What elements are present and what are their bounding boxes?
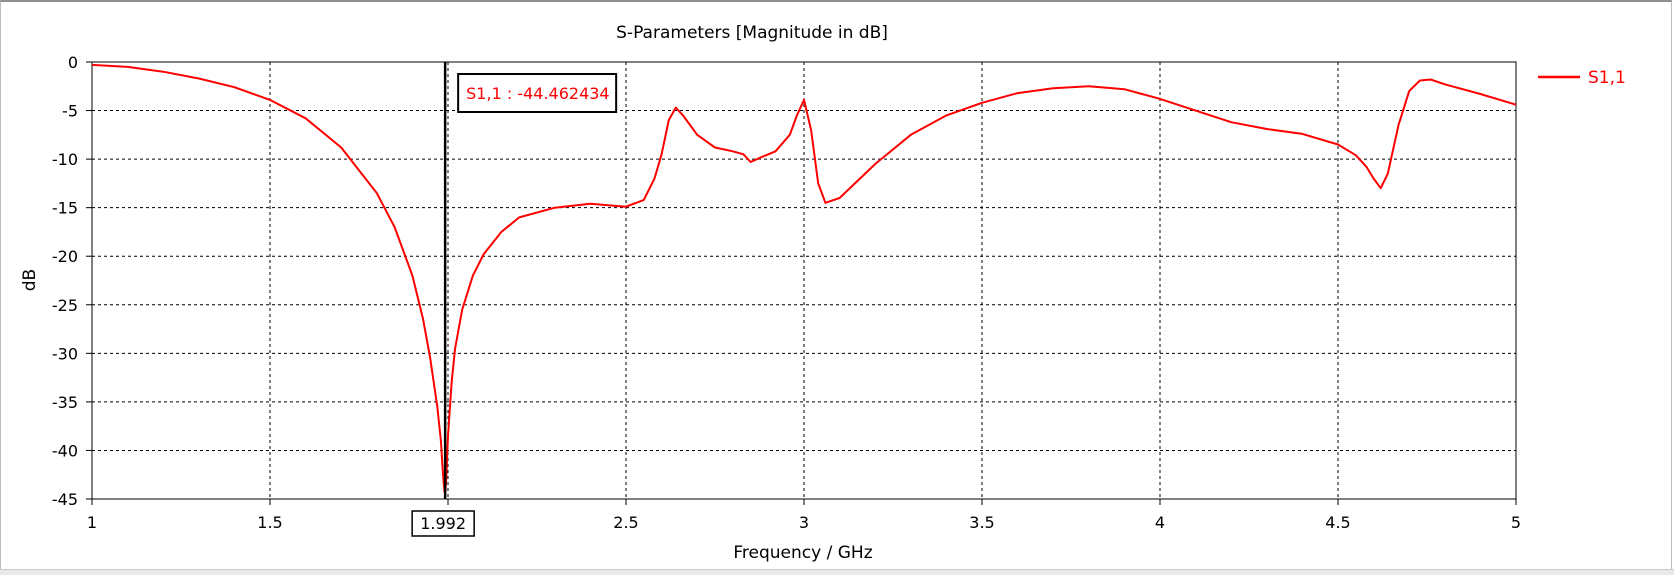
y-axis-ticks: 0 -5 -10 -15 -20 -25 -30 -35 -40 -45: [52, 53, 92, 509]
x-tick-label: 3: [799, 513, 809, 532]
y-tick-label: -30: [52, 344, 78, 363]
y-tick-label: -40: [52, 441, 78, 460]
legend-label: S1,1: [1588, 68, 1626, 88]
x-axis-ticks: 1 1.5 2.5 3 3.5 4 4.5 5: [87, 499, 1521, 532]
y-tick-label: -35: [52, 393, 78, 412]
y-tick-label: -5: [62, 102, 78, 121]
marker-x-value-box: [411, 510, 475, 537]
y-tick-label: -10: [52, 150, 78, 169]
plot-area: [91, 61, 1517, 500]
x-tick-label: 3.5: [969, 513, 994, 532]
y-axis-label: dB: [20, 269, 40, 291]
marker-x-value[interactable]: 1.992: [411, 510, 475, 537]
series-line-s11: [91, 63, 1517, 495]
y-tick-label: -20: [52, 247, 78, 266]
series-layer: [91, 63, 1517, 495]
marker-readout-text: S1,1 : -44.462434: [466, 84, 609, 103]
x-tick-label: 2.5: [613, 513, 638, 532]
x-tick-label: 1: [87, 513, 97, 532]
legend[interactable]: S1,1: [1538, 68, 1626, 88]
x-tick-label: 5: [1511, 513, 1521, 532]
chart-title: S-Parameters [Magnitude in dB]: [616, 23, 888, 43]
x-axis-label: Frequency / GHz: [733, 543, 872, 563]
x-tick-label: 4.5: [1325, 513, 1350, 532]
tab-strip: [0, 569, 1674, 575]
x-tick-label: 1.5: [257, 513, 282, 532]
marker-x-value-text: 1.992: [420, 514, 466, 533]
y-tick-label: -45: [52, 490, 78, 509]
x-tick-label: 4: [1155, 513, 1165, 532]
y-tick-label: 0: [68, 53, 78, 72]
grid-lines: [92, 62, 1516, 499]
marker-readout-box: [457, 73, 618, 113]
y-tick-label: -25: [52, 296, 78, 315]
marker-readout[interactable]: S1,1 : -44.462434: [457, 73, 618, 113]
y-tick-label: -15: [52, 199, 78, 218]
